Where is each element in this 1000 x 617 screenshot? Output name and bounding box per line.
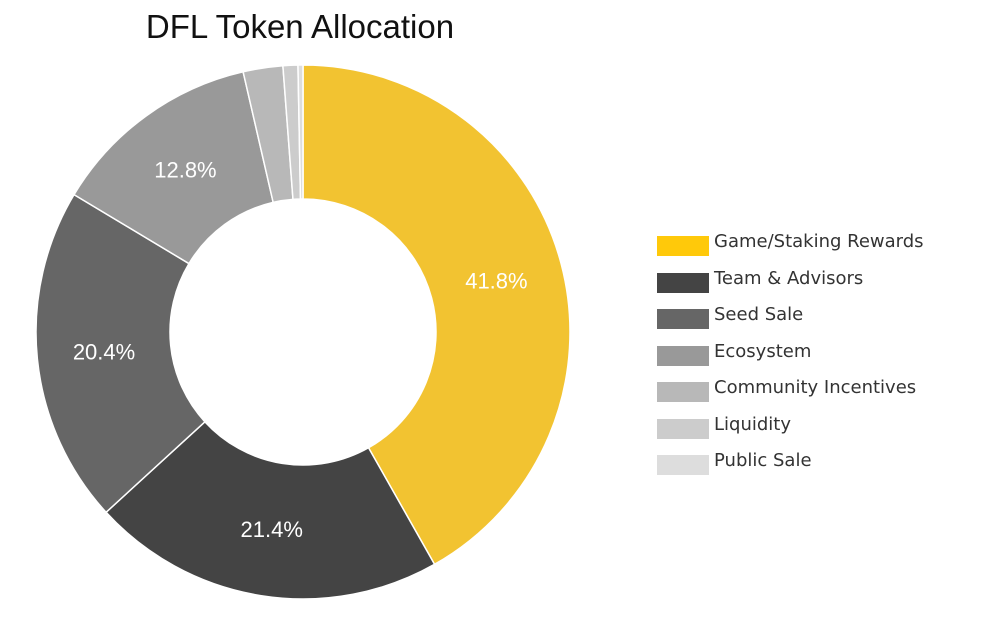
slice-public-sale <box>297 64 304 200</box>
legend-item-team-and-advisors: Team & Advisors <box>657 265 987 302</box>
legend-label: Liquidity <box>714 413 792 435</box>
legend-swatch <box>657 345 709 366</box>
slice-team-and-advisors <box>105 420 436 600</box>
data-label-seed-sale: 20.4% <box>73 340 135 365</box>
legend-item-community-incentives: Community Incentives <box>657 374 987 411</box>
donut-chart: 41.8% 21.4% 20.4% 12.8% <box>35 64 571 600</box>
legend-label: Team & Advisors <box>714 267 864 289</box>
legend-label: Game/Staking Rewards <box>714 231 924 252</box>
data-label-team-and-advisors: 21.4% <box>241 517 303 542</box>
legend-swatch <box>657 455 709 475</box>
legend-label: Seed Sale <box>714 304 804 325</box>
legend-label: Community Incentives <box>714 377 917 398</box>
legend-item-game-staking-rewards: Game/Staking Rewards <box>657 228 987 265</box>
legend-swatch <box>657 309 709 329</box>
legend-label: Ecosystem <box>714 340 812 362</box>
slice-game-staking-rewards <box>302 64 571 566</box>
legend-swatch <box>657 272 709 293</box>
slice-seed-sale <box>35 193 206 514</box>
chart-title: DFL Token Allocation <box>145 8 455 45</box>
legend-item-public-sale: Public Sale <box>657 447 987 484</box>
legend-swatch <box>657 382 709 402</box>
legend-label: Public Sale <box>714 450 812 471</box>
legend-swatch <box>657 236 709 256</box>
legend-swatch <box>657 418 709 439</box>
legend-item-ecosystem: Ecosystem <box>657 338 987 375</box>
legend-item-seed-sale: Seed Sale <box>657 301 987 338</box>
legend: Game/Staking Rewards Team & Advisors Seed … <box>657 228 987 484</box>
data-label-game-staking-rewards: 41.8% <box>465 269 527 294</box>
data-label-ecosystem: 12.8% <box>154 158 216 183</box>
legend-item-liquidity: Liquidity <box>657 411 987 448</box>
